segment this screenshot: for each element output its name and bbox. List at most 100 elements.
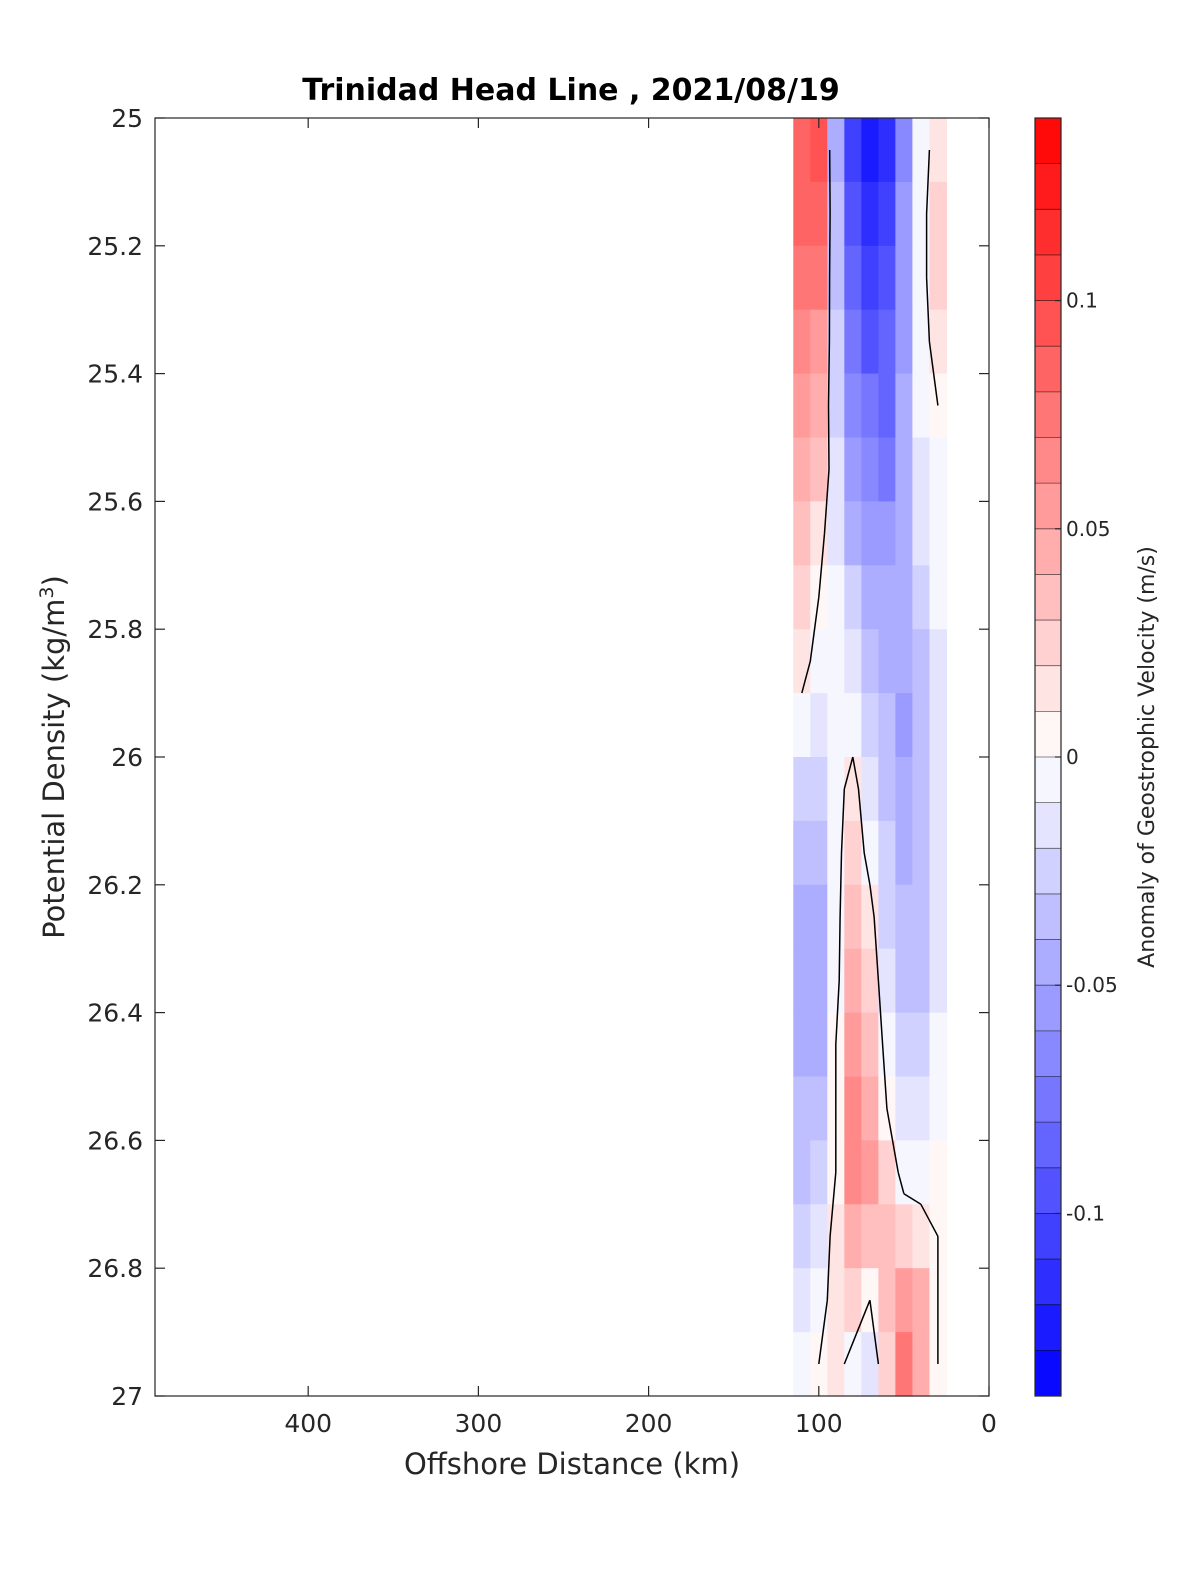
heatmap-cell [827, 565, 845, 630]
heatmap-cell [810, 1204, 828, 1269]
heatmap-cell [827, 309, 845, 375]
heatmap-cell [895, 501, 914, 566]
heatmap-cell [810, 181, 828, 247]
heatmap-cell [878, 373, 896, 439]
heatmap-cell [861, 373, 879, 439]
heatmap-cell [861, 181, 879, 247]
heatmap-cell [929, 1012, 948, 1078]
colorbar-swatch [1035, 254, 1061, 301]
heatmap-cell [861, 757, 879, 822]
heatmap-cell [810, 1268, 828, 1333]
heatmap-cell [878, 309, 896, 375]
heatmap-cell [912, 884, 931, 950]
heatmap-cell [878, 1332, 896, 1397]
heatmap-cell [861, 565, 879, 630]
colorbar-tick-label: 0.05 [1066, 517, 1111, 541]
colorbar-swatch [1035, 1076, 1061, 1123]
y-tick-label: 26 [111, 743, 143, 772]
heatmap-cell [895, 1140, 914, 1205]
heatmap-cell [929, 373, 948, 439]
heatmap-cell [793, 118, 811, 183]
heatmap-cell [861, 245, 879, 311]
colorbar-swatch [1035, 939, 1061, 986]
colorbar-swatch [1035, 985, 1061, 1032]
heatmap-cell [827, 948, 845, 1014]
colorbar-swatch [1035, 711, 1061, 758]
heatmap-cell [895, 1268, 914, 1333]
y-tick-label: 25 [111, 104, 143, 133]
y-tick-label: 25.4 [87, 360, 143, 389]
colorbar-swatch [1035, 802, 1061, 849]
heatmap-cell [912, 629, 931, 694]
heatmap-cell [793, 1268, 811, 1333]
colorbar-swatch [1035, 574, 1061, 621]
heatmap-cell [793, 1012, 811, 1078]
heatmap-cell [793, 437, 811, 502]
heatmap-cell [895, 948, 914, 1014]
heatmap-cell [878, 948, 896, 1014]
heatmap-cell [912, 1268, 931, 1333]
heatmap-cell [895, 1332, 914, 1397]
colorbar-tick-label: 0.1 [1066, 289, 1098, 313]
heatmap-cell [861, 437, 879, 502]
colorbar-tick-label: 0 [1066, 745, 1079, 769]
colorbar: 0.1 0.05 0 -0.05 -0.1 [1034, 117, 1118, 1397]
colorbar-swatch [1035, 1259, 1061, 1306]
heatmap-cell [912, 565, 931, 630]
heatmap-cell [844, 1268, 862, 1333]
colorbar-swatch [1035, 346, 1061, 393]
y-tick-label: 25.8 [87, 615, 143, 644]
heatmap-cell [844, 629, 862, 694]
heatmap-cell [810, 501, 828, 566]
heatmap-cell [912, 1140, 931, 1205]
heatmap-cell [810, 118, 828, 183]
y-tick-label: 25.2 [87, 232, 143, 261]
heatmap-cell [895, 309, 914, 375]
colorbar-label: Anomaly of Geostrophic Velocity (m/s) [1135, 546, 1160, 968]
colorbar-swatch [1035, 665, 1061, 712]
heatmap-cell [912, 820, 931, 886]
heatmap-cell [912, 1204, 931, 1269]
heatmap-cell [827, 181, 845, 247]
heatmap-cell [895, 1076, 914, 1141]
heatmap-cell [844, 437, 862, 502]
heatmap-cell [878, 1012, 896, 1078]
colorbar-swatch [1035, 483, 1061, 530]
heatmap-cell [844, 118, 862, 183]
heatmap-cell [810, 245, 828, 311]
heatmap-cell [844, 1204, 862, 1269]
y-tick-label: 27 [111, 1382, 143, 1411]
heatmap-cell [861, 309, 879, 375]
heatmap-cell [827, 118, 845, 183]
heatmap-cell [895, 373, 914, 439]
heatmap-cell [827, 757, 845, 822]
heatmap-cell [844, 501, 862, 566]
y-tick-label: 25.6 [87, 487, 143, 516]
heatmap-cell [912, 118, 931, 183]
heatmap-cell [912, 501, 931, 566]
colorbar-swatch [1035, 118, 1061, 165]
heatmap-cell [929, 884, 948, 950]
chart-title: Trinidad Head Line , 2021/08/19 [302, 73, 839, 108]
heatmap-cell [827, 884, 845, 950]
colorbar-swatch [1035, 391, 1061, 438]
heatmap-cell [912, 309, 931, 375]
heatmap-cell [929, 245, 948, 311]
heatmap-cell [827, 373, 845, 439]
heatmap-cell [929, 437, 948, 502]
heatmap-cell [827, 629, 845, 694]
heatmap-cell [861, 1204, 879, 1269]
heatmap-cell [861, 1140, 879, 1205]
heatmap-cell [861, 118, 879, 183]
heatmap-cell [912, 373, 931, 439]
heatmap-cell [878, 884, 896, 950]
heatmap-cell [912, 757, 931, 822]
heatmap-cell [878, 1204, 896, 1269]
colorbar-swatch [1035, 1304, 1061, 1351]
heatmap-cell [895, 565, 914, 630]
heatmap-cell [929, 501, 948, 566]
heatmap-cell [861, 629, 879, 694]
heatmap-cell [895, 118, 914, 183]
heatmap-cell [810, 1012, 828, 1078]
